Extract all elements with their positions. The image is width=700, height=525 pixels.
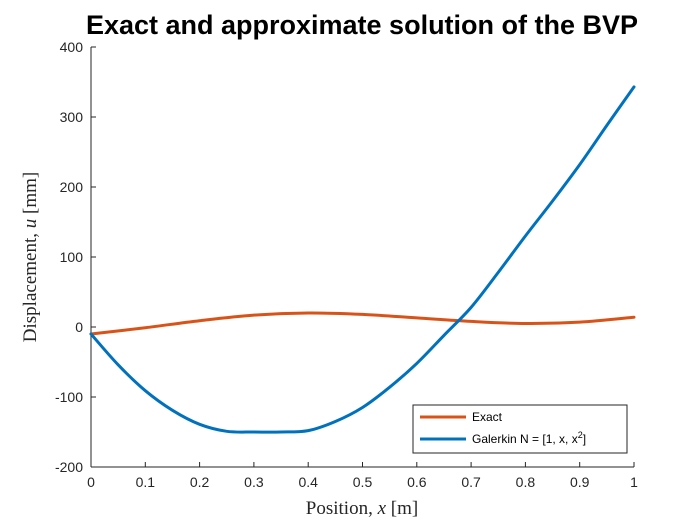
x-tick-label: 0.2: [190, 474, 210, 490]
x-axis-label-var: x: [377, 498, 387, 519]
y-ticks: -200 -100 0 100 200 300 400: [55, 39, 96, 475]
plot-axes: [90, 47, 634, 468]
legend-label-galerkin-suffix: ]: [583, 432, 586, 446]
legend-box: [412, 404, 628, 454]
y-tick-label: -100: [55, 389, 83, 405]
y-tick-label: 0: [75, 319, 83, 335]
y-tick-label: 300: [60, 109, 84, 125]
series-group: [89, 85, 636, 434]
x-tick-label: 0.6: [407, 474, 427, 490]
legend-label-galerkin-main: Galerkin N = [1, x, x: [472, 432, 578, 446]
series-line-exact: [89, 311, 636, 336]
y-tick-label: 400: [60, 39, 84, 55]
x-axis-label: Position, x [m]: [306, 498, 418, 519]
x-ticks: 0 0.1 0.2 0.3 0.4 0.5 0.6 0.7 0.8 0.9 1: [87, 462, 638, 490]
plot-area: [91, 47, 634, 467]
x-tick-label: 0.1: [136, 474, 156, 490]
x-tick-label: 1: [630, 474, 638, 490]
y-axis-label-unit: [mm]: [20, 172, 41, 219]
series-line-galerkin: [89, 85, 636, 434]
x-tick-label: 0: [87, 474, 95, 490]
x-tick-label: 0.7: [461, 474, 481, 490]
x-tick-label: 0.8: [516, 474, 536, 490]
x-axis-label-prefix: Position,: [306, 498, 378, 519]
x-tick-label: 0.4: [298, 474, 318, 490]
y-axis-label: Displacement, u [mm]: [20, 172, 41, 342]
chart-title: Exact and approximate solution of the BV…: [86, 10, 638, 40]
y-tick-label: -200: [55, 459, 83, 475]
x-tick-label: 0.3: [244, 474, 264, 490]
y-tick-label: 200: [60, 179, 84, 195]
y-axis-label-var: u: [20, 219, 41, 229]
y-tick-label: 100: [60, 249, 84, 265]
y-axis-label-prefix: Displacement,: [20, 228, 41, 342]
legend: Exact Galerkin N = [1, x, x2]: [412, 404, 628, 454]
legend-label-exact: Exact: [472, 410, 503, 424]
x-axis-label-unit: [m]: [386, 498, 418, 519]
x-tick-label: 0.5: [353, 474, 373, 490]
x-tick-label: 0.9: [570, 474, 590, 490]
legend-label-galerkin: Galerkin N = [1, x, x2]: [472, 430, 586, 446]
legend-label-galerkin-sup: 2: [578, 430, 583, 440]
